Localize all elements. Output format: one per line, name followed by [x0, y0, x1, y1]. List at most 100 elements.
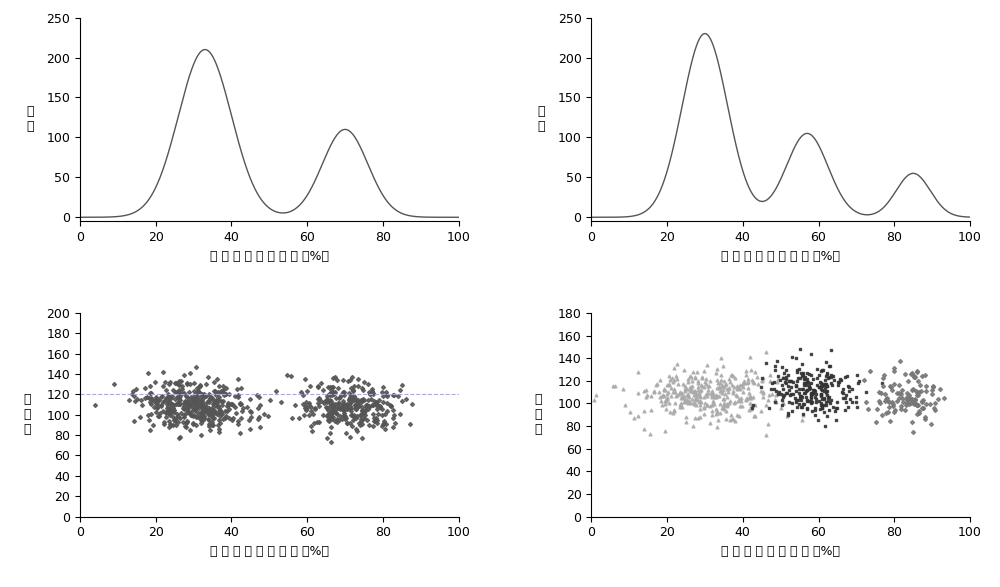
Point: [683, 386, 699, 396]
Point: [901, 394, 917, 403]
Point: [362, 390, 378, 399]
Point: [657, 400, 673, 409]
Point: [166, 405, 182, 414]
Point: [683, 398, 699, 407]
Point: [795, 369, 811, 378]
Point: [171, 380, 187, 390]
Point: [829, 404, 845, 413]
Point: [656, 384, 672, 393]
Point: [323, 396, 339, 406]
Point: [188, 395, 204, 404]
Point: [716, 404, 732, 414]
Point: [343, 410, 359, 420]
Point: [179, 392, 195, 402]
Point: [775, 399, 791, 408]
Point: [323, 385, 339, 394]
Point: [297, 374, 313, 383]
Point: [712, 399, 728, 409]
Point: [818, 400, 834, 410]
Point: [704, 406, 720, 416]
Point: [767, 395, 783, 404]
Point: [188, 397, 204, 407]
Point: [167, 394, 183, 404]
Point: [725, 372, 741, 381]
Point: [127, 397, 143, 406]
Point: [687, 414, 703, 423]
Point: [711, 383, 727, 392]
Point: [121, 395, 137, 404]
Point: [172, 391, 188, 400]
Point: [338, 413, 354, 423]
Point: [820, 396, 836, 405]
Point: [218, 389, 234, 399]
Point: [379, 391, 395, 400]
Point: [898, 400, 914, 410]
Point: [149, 402, 165, 411]
Point: [807, 392, 823, 402]
Point: [848, 397, 864, 406]
Point: [328, 394, 344, 403]
Point: [709, 375, 725, 384]
Point: [803, 396, 819, 406]
Point: [195, 399, 211, 408]
Point: [336, 403, 352, 412]
Point: [137, 393, 153, 403]
Point: [325, 387, 341, 396]
Point: [319, 403, 335, 413]
Point: [331, 416, 347, 425]
Point: [207, 397, 223, 406]
Point: [165, 421, 181, 430]
Point: [192, 380, 208, 389]
Point: [775, 373, 791, 382]
Point: [858, 387, 874, 397]
Point: [796, 379, 812, 388]
Point: [185, 403, 201, 413]
Point: [738, 371, 754, 380]
Point: [375, 397, 391, 407]
Point: [340, 404, 356, 413]
Point: [669, 375, 685, 384]
Point: [341, 395, 357, 404]
Point: [230, 390, 246, 400]
Point: [204, 421, 220, 430]
Point: [356, 413, 372, 423]
Point: [221, 404, 237, 413]
Point: [350, 395, 366, 404]
Point: [174, 381, 190, 390]
Point: [193, 407, 209, 417]
Point: [778, 374, 794, 383]
Point: [168, 399, 184, 409]
Point: [909, 367, 925, 377]
Point: [776, 390, 792, 399]
Point: [782, 377, 798, 386]
Point: [668, 371, 684, 380]
Point: [181, 408, 197, 417]
Point: [325, 373, 341, 383]
Point: [676, 366, 692, 375]
Point: [175, 403, 191, 413]
Point: [189, 396, 205, 406]
Point: [342, 418, 358, 427]
Point: [195, 400, 211, 410]
Point: [171, 376, 187, 385]
Point: [208, 395, 224, 404]
Point: [156, 396, 172, 406]
Point: [243, 412, 259, 421]
Point: [323, 437, 339, 447]
Point: [327, 407, 343, 417]
Point: [170, 417, 186, 427]
Point: [339, 399, 355, 409]
Point: [262, 395, 278, 404]
Point: [907, 372, 923, 381]
Point: [323, 411, 339, 420]
Point: [211, 416, 227, 425]
Point: [747, 401, 763, 410]
Point: [657, 385, 673, 394]
Point: [823, 345, 839, 355]
Point: [342, 376, 358, 385]
Point: [872, 398, 888, 407]
Point: [880, 396, 896, 405]
Point: [347, 400, 363, 410]
Point: [681, 392, 697, 402]
Point: [303, 421, 319, 431]
